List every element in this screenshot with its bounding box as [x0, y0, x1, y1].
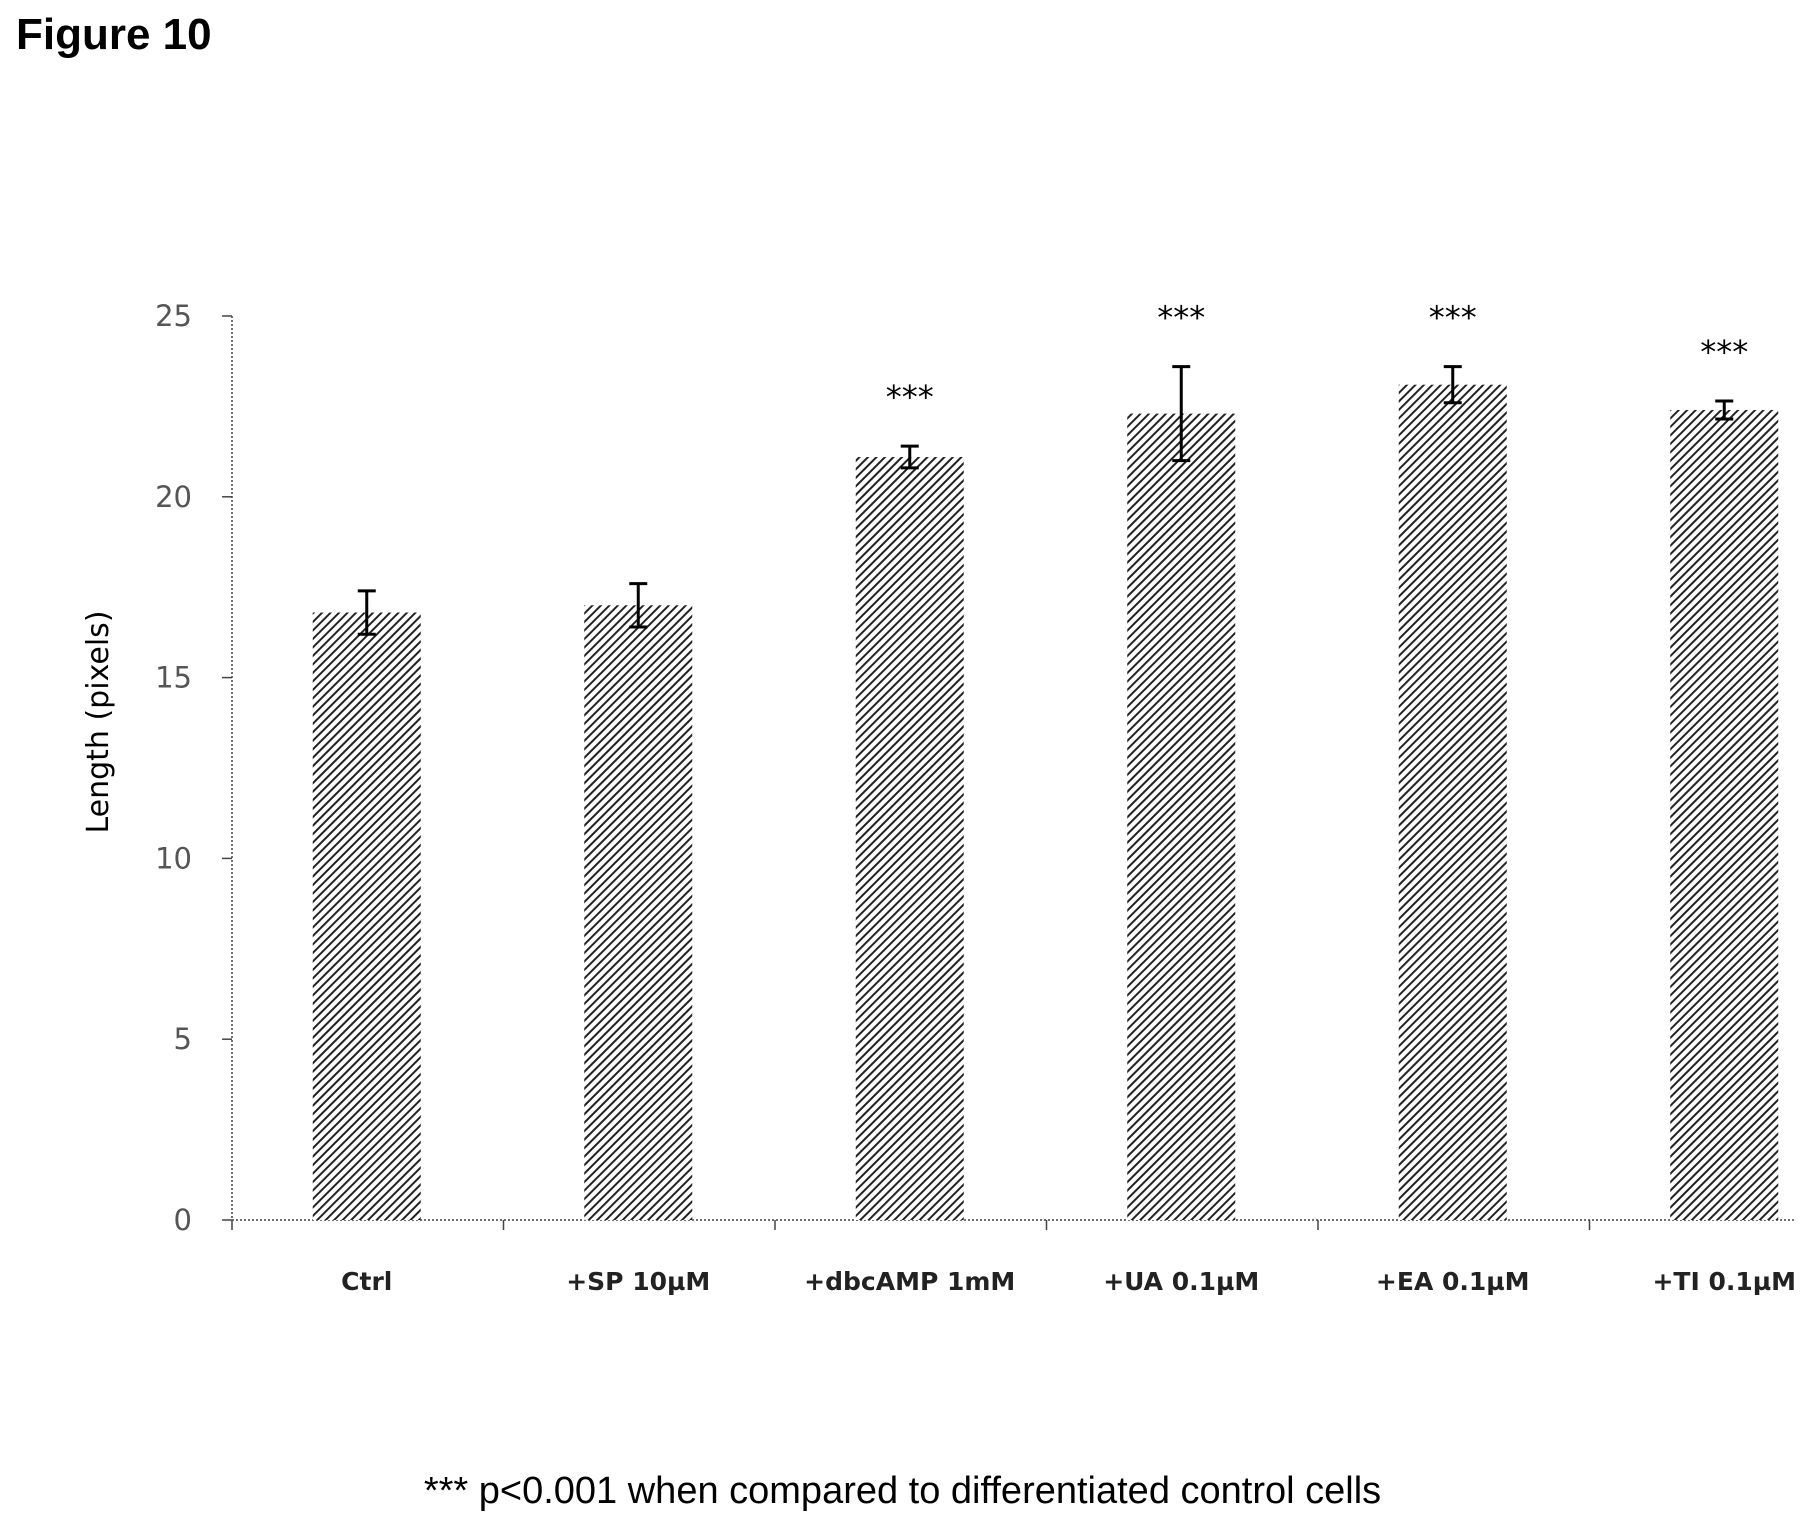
bar: [1398, 384, 1507, 1221]
y-tick-label: 10: [155, 841, 192, 875]
x-tick-label: +SP 10µM: [566, 1267, 710, 1296]
x-tick-label: +UA 0.1µM: [1103, 1267, 1259, 1296]
bar: [855, 457, 964, 1220]
bar: [312, 612, 421, 1220]
significance-label: ***: [1700, 333, 1748, 371]
significance-label: ***: [886, 378, 934, 416]
chart-labels: 0 5 10 15 20 25 Ctrl +SP 10µM +dbcAMP 1mM *** +UA …: [155, 299, 1796, 1296]
x-tick-label: Ctrl: [341, 1267, 392, 1296]
chart-error-bars: [357, 365, 1734, 636]
chart-bars: [312, 384, 1779, 1221]
significance-label: ***: [1157, 299, 1205, 337]
y-tick-label: 0: [174, 1203, 192, 1237]
y-axis-title: Length (pixels): [81, 610, 116, 833]
bar: [584, 605, 693, 1220]
bar: [1127, 413, 1236, 1221]
figure-title: Figure 10: [16, 10, 212, 59]
y-tick-label: 15: [155, 661, 192, 695]
y-tick-label: 5: [174, 1022, 192, 1056]
x-tick-label: +TI 0.1µM: [1652, 1267, 1796, 1296]
x-tick-label: +EA 0.1µM: [1376, 1267, 1530, 1296]
footnote: *** p<0.001 when compared to differentia…: [423, 1470, 1382, 1512]
chart-axes: [222, 315, 1795, 1230]
y-tick-label: 25: [155, 299, 192, 333]
y-tick-label: 20: [155, 480, 192, 514]
x-tick-label: +dbcAMP 1mM: [804, 1267, 1015, 1296]
bar: [1670, 410, 1779, 1220]
significance-label: ***: [1429, 299, 1477, 337]
